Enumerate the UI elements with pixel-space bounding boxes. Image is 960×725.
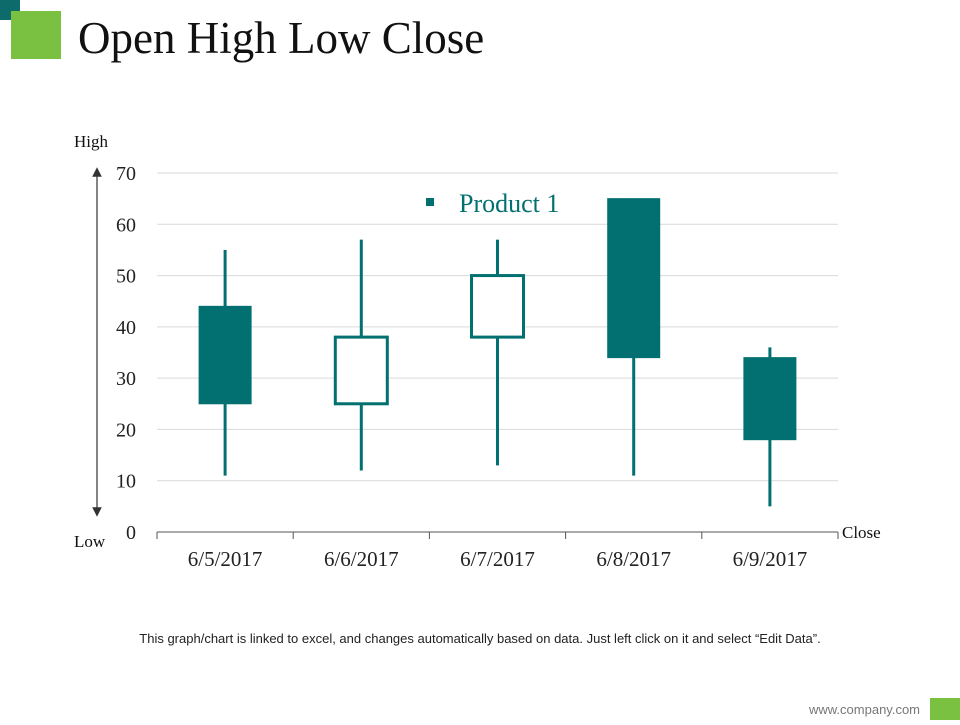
y-tick-label: 60 xyxy=(116,214,136,236)
y-tick-label: 0 xyxy=(126,522,136,544)
high-label: High xyxy=(74,132,109,151)
y-tick-label: 50 xyxy=(116,266,136,288)
x-tick-label: 6/6/2017 xyxy=(324,547,399,571)
corner-bottom-accent xyxy=(930,698,960,720)
website-url[interactable]: www.company.com xyxy=(808,702,920,717)
legend-swatch xyxy=(426,198,434,206)
candle-body-down[interactable] xyxy=(198,305,252,405)
x-tick-label: 6/9/2017 xyxy=(733,547,808,571)
close-label: Close xyxy=(842,523,881,542)
y-tick-label: 70 xyxy=(116,163,136,185)
slide-title: Open High Low Close xyxy=(78,13,485,63)
x-tick-label: 6/7/2017 xyxy=(460,547,535,571)
corner-green-accent xyxy=(11,11,61,59)
candle-body-down[interactable] xyxy=(743,357,797,441)
candle-body-up[interactable] xyxy=(470,274,525,339)
low-label: Low xyxy=(74,532,106,551)
candle-body-up[interactable] xyxy=(333,335,389,406)
x-tick-label: 6/5/2017 xyxy=(188,547,263,571)
y-tick-label: 30 xyxy=(116,368,136,390)
chart-footnote: This graph/chart is linked to excel, and… xyxy=(139,631,821,646)
y-tick-label: 10 xyxy=(116,471,136,493)
legend-label[interactable]: Product 1 xyxy=(459,189,559,218)
candle-body-down[interactable] xyxy=(607,198,661,359)
x-tick-label: 6/8/2017 xyxy=(596,547,671,571)
y-tick-label: 40 xyxy=(116,317,136,339)
y-tick-label: 20 xyxy=(116,419,136,441)
